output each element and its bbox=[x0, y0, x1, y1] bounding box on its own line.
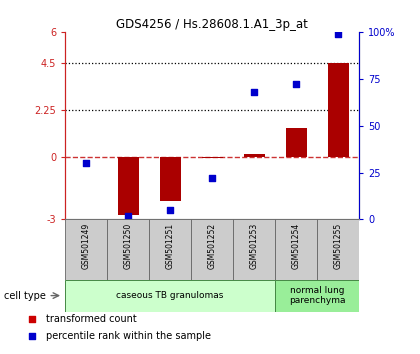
Point bbox=[251, 89, 257, 95]
Text: caseous TB granulomas: caseous TB granulomas bbox=[116, 291, 224, 300]
Point bbox=[83, 160, 89, 166]
Text: GSM501251: GSM501251 bbox=[165, 222, 175, 269]
Bar bbox=[107, 219, 149, 280]
Bar bbox=[65, 280, 275, 312]
Bar bbox=[275, 219, 317, 280]
Bar bbox=[275, 280, 359, 312]
Bar bbox=[202, 157, 223, 158]
Bar bbox=[286, 128, 307, 157]
Bar bbox=[149, 219, 191, 280]
Text: normal lung
parenchyma: normal lung parenchyma bbox=[289, 286, 345, 305]
Text: transformed count: transformed count bbox=[46, 314, 136, 324]
Text: GSM501253: GSM501253 bbox=[249, 222, 259, 269]
Text: cell type: cell type bbox=[4, 291, 46, 301]
Bar bbox=[118, 157, 139, 215]
Bar bbox=[328, 63, 349, 157]
Point bbox=[29, 333, 36, 339]
Text: percentile rank within the sample: percentile rank within the sample bbox=[46, 331, 210, 341]
Text: GSM501255: GSM501255 bbox=[333, 222, 343, 269]
Bar bbox=[191, 219, 233, 280]
Point bbox=[293, 81, 299, 87]
Text: GSM501250: GSM501250 bbox=[123, 222, 133, 269]
Point bbox=[335, 31, 341, 36]
Point bbox=[167, 207, 173, 213]
Text: GSM501254: GSM501254 bbox=[291, 222, 301, 269]
Text: GSM501249: GSM501249 bbox=[81, 222, 91, 269]
Bar bbox=[65, 219, 107, 280]
Point bbox=[125, 213, 131, 218]
Bar bbox=[317, 219, 359, 280]
Point bbox=[29, 316, 36, 321]
Bar bbox=[244, 154, 265, 157]
Bar bbox=[160, 157, 181, 201]
Text: GSM501252: GSM501252 bbox=[207, 222, 217, 269]
Bar bbox=[233, 219, 275, 280]
Title: GDS4256 / Hs.28608.1.A1_3p_at: GDS4256 / Hs.28608.1.A1_3p_at bbox=[116, 18, 308, 31]
Point bbox=[209, 175, 215, 181]
